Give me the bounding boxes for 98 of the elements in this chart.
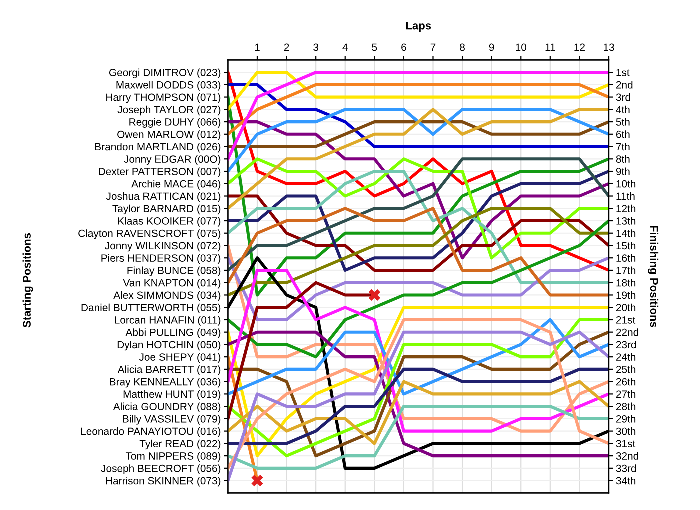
line-series	[228, 318, 609, 396]
line-series	[228, 219, 609, 359]
category-label: Abbi PULLING (049)	[126, 328, 221, 338]
category-label: Clayton RAVENSCROFT (075)	[78, 230, 221, 240]
category-label: Archie MACE (046)	[132, 180, 221, 190]
category-label: Van KNAPTON (014)	[123, 279, 221, 289]
y2-tick-label: 16th	[616, 254, 636, 262]
category-label: Tyler READ (022)	[140, 440, 221, 450]
line-series	[228, 71, 609, 112]
line-series	[228, 108, 609, 210]
category-label: Piers HENDERSON (037)	[102, 254, 221, 264]
category-label: Joseph BEECROFT (056)	[101, 464, 221, 474]
x-tick-label: 8	[460, 44, 465, 52]
y2-tick-label: 25th	[616, 366, 636, 374]
category-label: Tom NIPPERS (089)	[126, 452, 221, 462]
y2-tick-label: 17th	[616, 266, 636, 274]
line-series	[228, 207, 609, 297]
x-tick-label: 5	[372, 44, 378, 52]
category-label: Harrison SKINNER (073)	[106, 477, 221, 487]
category-label: Brandon MARTLAND (026)	[96, 143, 221, 153]
line-series	[228, 108, 609, 174]
category-label: Jonny WILKINSON (072)	[105, 242, 221, 252]
line-series	[228, 256, 609, 322]
y2-tick-label: 29th	[616, 415, 636, 423]
y2-tick-label: 1st	[616, 69, 630, 76]
y2-tick-label: 30th	[616, 428, 636, 436]
category-label: Reggie DUHY (066)	[130, 118, 221, 128]
category-label: Joe SHEPY (041)	[139, 353, 221, 364]
category-label: Georgi DIMITROV (023)	[109, 68, 221, 78]
line-series	[228, 71, 609, 161]
category-label: Dylan HOTCHIN (050)	[118, 340, 221, 351]
line-series	[228, 405, 609, 470]
y2-tick-label: 18th	[616, 279, 636, 287]
y2-tick-label: 24th	[616, 353, 636, 361]
line-series	[228, 83, 609, 136]
category-label: Bray KENNEALLY (036)	[110, 378, 221, 388]
y2-tick-label: 9th	[616, 168, 630, 176]
category-label: Finlay BUNCE (058)	[128, 266, 221, 276]
y2-tick-label: 5th	[616, 118, 630, 126]
y2-tick-label: 11th	[616, 192, 635, 200]
category-label: Joseph TAYLOR (027)	[118, 106, 221, 116]
category-label: Alicia BARRETT (017)	[118, 366, 221, 376]
category-label: Owen MARLOW (012)	[118, 130, 221, 140]
x-tick-label: 13	[604, 44, 614, 52]
y2-tick-label: 23rd	[616, 340, 636, 349]
x-tick-label: 9	[489, 44, 494, 52]
category-label: Alicia GOUNDRY (088)	[113, 402, 221, 413]
y2-tick-label: 12th	[616, 204, 636, 212]
y2-tick-label: 14th	[616, 230, 636, 238]
y2-tick-label: 4th	[616, 106, 630, 114]
category-label: Klaas KOOIKER (077)	[118, 217, 221, 227]
y2-tick-label: 22nd	[616, 328, 638, 336]
y2-tick-label: 7th	[616, 143, 630, 151]
y2-tick-label: 20th	[616, 304, 636, 312]
x-tick-label: 7	[430, 44, 436, 52]
category-label: Matthew HUNT (019)	[124, 390, 221, 400]
y2-tick-label: 28th	[616, 402, 636, 410]
category-label: Harry THOMPSON (071)	[106, 94, 221, 104]
y2-tick-label: 19th	[616, 291, 636, 300]
y2-tick-label: 8th	[616, 155, 630, 164]
category-label: Leonardo PANAYIOTOU (016)	[81, 428, 221, 438]
line-series	[228, 368, 609, 446]
y2-tick-label: 10th	[616, 180, 636, 188]
category-label: Taylor BARNARD (015)	[112, 204, 221, 215]
x-tick-label: 12	[574, 44, 585, 52]
line-series	[228, 330, 609, 482]
category-label: Lorcan HANAFIN (011)	[115, 316, 221, 326]
x-tick-label: 11	[546, 44, 556, 52]
y2-tick-label: 21st	[616, 316, 636, 324]
y2-tick-label: 27th	[616, 390, 636, 398]
x-tick-label: 3	[314, 44, 319, 52]
category-label: Jonny EDGAR (00O)	[124, 155, 221, 166]
y2-tick-label: 34th	[616, 477, 636, 485]
text: Starting Positions	[22, 233, 34, 328]
category-label: Maxwell DODDS (033)	[116, 81, 221, 91]
y2-tick-label: 15th	[616, 242, 636, 250]
y2-axis-title: Finishing Positions	[648, 226, 659, 328]
category-label: Dexter PATTERSON (007)	[99, 168, 221, 178]
y2-tick-label: 33rd	[616, 464, 636, 472]
x-axis-title: Laps	[406, 22, 432, 32]
x-tick-label: 1	[255, 44, 260, 52]
category-label: Daniel BUTTERWORTH (055)	[82, 304, 221, 314]
y2-tick-label: 13th	[616, 217, 636, 225]
line-series	[228, 380, 609, 446]
y2-tick-label: 6th	[616, 130, 630, 138]
y2-tick-label: 2nd	[616, 81, 633, 89]
y2-tick-label: 31st	[616, 440, 636, 448]
category-label: Billy VASSILEV (079)	[123, 415, 221, 425]
y2-tick-label: 26th	[616, 378, 636, 386]
category-label: Joshua RATTICAN (021)	[106, 192, 221, 202]
category-label: Alex SIMMONDS (034)	[114, 291, 221, 302]
x-tick-label: 2	[284, 44, 290, 52]
x-tick-label: 10	[516, 44, 527, 52]
y2-tick-label: 3rd	[616, 94, 630, 102]
y2-tick-label: 32nd	[616, 452, 638, 460]
line-series	[228, 83, 609, 148]
x-tick-label: 6	[402, 44, 406, 52]
x-tick-label: 4	[342, 44, 348, 52]
